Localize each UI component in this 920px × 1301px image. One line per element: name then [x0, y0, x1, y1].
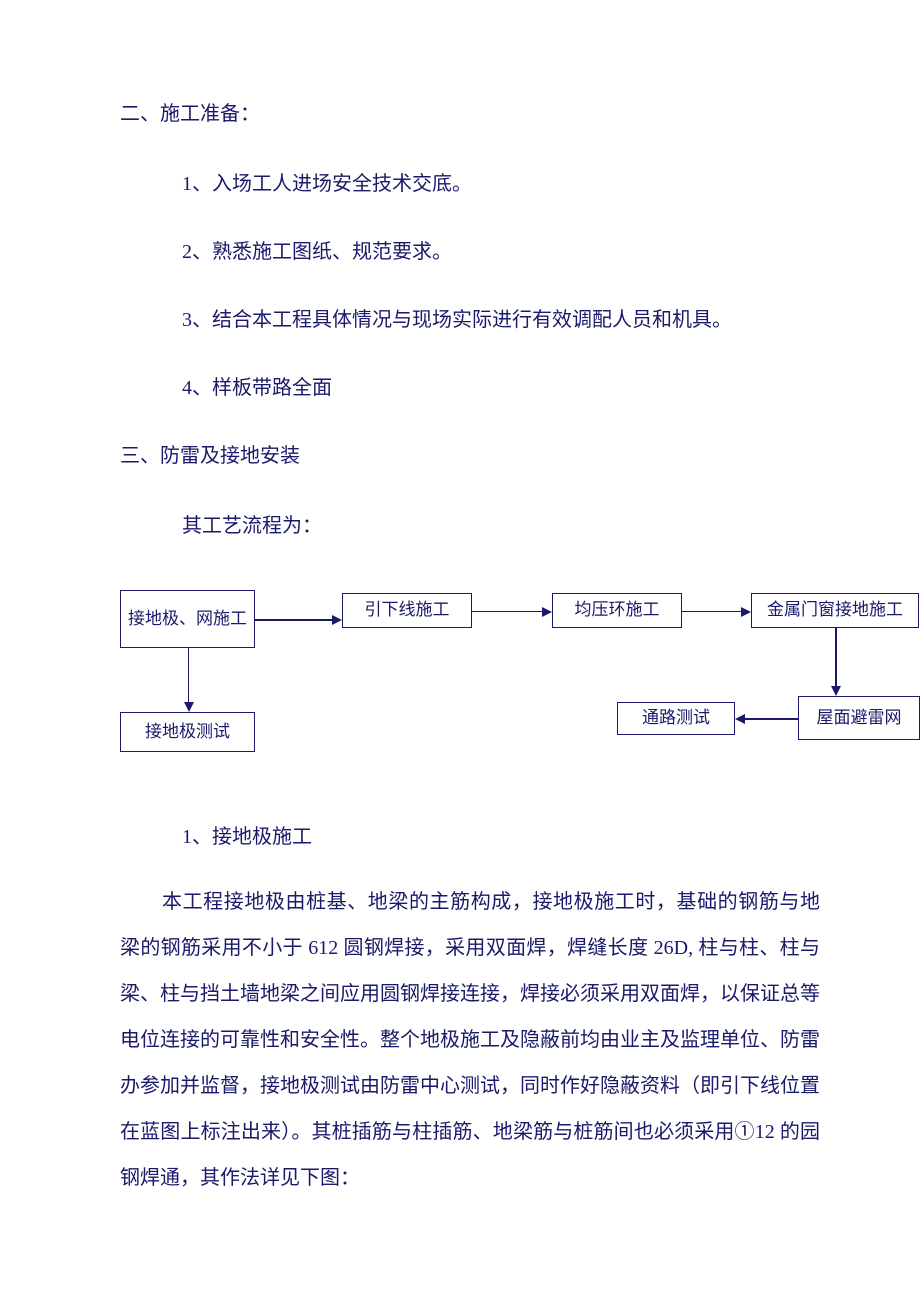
flow-node: 接地极测试	[120, 712, 255, 752]
flow-node: 屋面避雷网	[798, 696, 920, 740]
flow-node: 均压环施工	[552, 593, 682, 628]
flow-node: 通路测试	[617, 702, 735, 735]
document-page: 二、施工准备： 1、入场工人进场安全技术交底。 2、熟悉施工图纸、规范要求。 3…	[0, 0, 920, 1261]
flow-node: 引下线施工	[342, 593, 472, 628]
section2-item2: 2、熟悉施工图纸、规范要求。	[182, 238, 820, 266]
arrow-head-icon	[741, 607, 751, 617]
flow-edge	[472, 611, 544, 613]
flow-node: 接地极、网施工	[120, 590, 255, 648]
section3-intro: 其工艺流程为：	[182, 512, 820, 540]
section3-heading: 三、防雷及接地安装	[120, 442, 820, 470]
flow-edge	[255, 619, 334, 621]
flow-edge	[743, 718, 798, 720]
flow-edge	[682, 611, 743, 613]
section2-item4: 4、样板带路全面	[182, 374, 820, 402]
arrow-head-icon	[542, 607, 552, 617]
flow-edge	[835, 628, 837, 688]
arrow-head-icon	[831, 686, 841, 696]
flow-node: 金属门窗接地施工	[751, 593, 919, 628]
flow-edge	[188, 648, 190, 704]
process-flowchart: 接地极、网施工 引下线施工 均压环施工 金属门窗接地施工接地极测试 通路测试 屋面避雷网	[120, 570, 920, 770]
arrow-head-icon	[332, 615, 342, 625]
sub1-title: 1、接地极施工	[182, 820, 820, 849]
section2-item3: 3、结合本工程具体情况与现场实际进行有效调配人员和机具。	[182, 306, 820, 334]
section2-heading: 二、施工准备：	[120, 100, 820, 128]
arrow-head-icon	[735, 714, 745, 724]
section2-item1: 1、入场工人进场安全技术交底。	[182, 170, 820, 198]
sub1-body: 本工程接地极由桩基、地梁的主筋构成，接地极施工时，基础的钢筋与地梁的钢筋采用不小…	[120, 879, 820, 1201]
arrow-head-icon	[184, 702, 194, 712]
